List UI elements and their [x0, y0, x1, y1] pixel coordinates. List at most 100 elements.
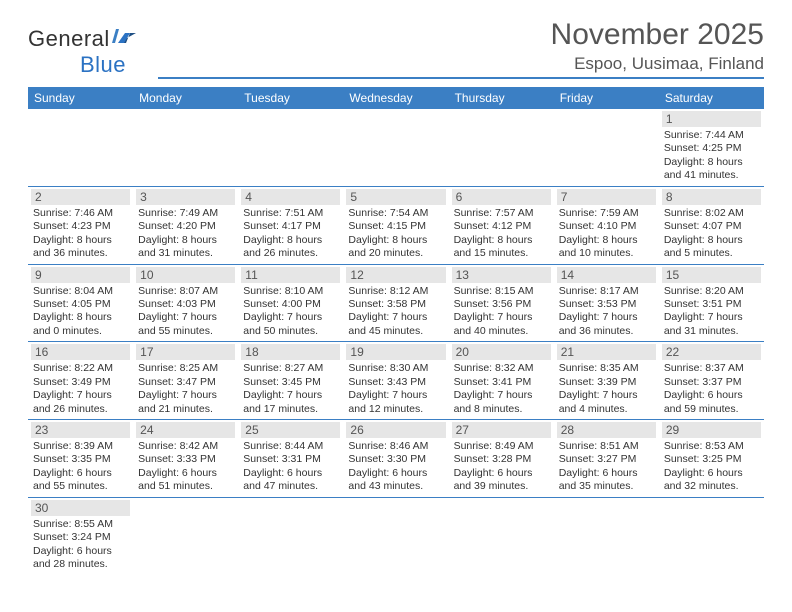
logo-text: General Blue	[28, 24, 138, 78]
day-info: Sunrise: 8:25 AMSunset: 3:47 PMDaylight:…	[136, 362, 235, 416]
day-info: Sunrise: 8:22 AMSunset: 3:49 PMDaylight:…	[31, 362, 130, 416]
calendar-cell: 17 Sunrise: 8:25 AMSunset: 3:47 PMDayligh…	[133, 342, 238, 420]
day-number: 28	[557, 422, 656, 438]
day-info: Sunrise: 8:46 AMSunset: 3:30 PMDaylight:…	[346, 440, 445, 494]
calendar-cell	[554, 497, 659, 574]
day-number: 5	[346, 189, 445, 205]
day-number: 17	[136, 344, 235, 360]
day-info: Sunrise: 7:57 AMSunset: 4:12 PMDaylight:…	[452, 207, 551, 261]
day-info: Sunrise: 7:49 AMSunset: 4:20 PMDaylight:…	[136, 207, 235, 261]
calendar-body: 1Sunrise: 7:44 AMSunset: 4:25 PMDaylight…	[28, 109, 764, 575]
day-number: 9	[31, 267, 130, 283]
day-info: Sunrise: 7:59 AMSunset: 4:10 PMDaylight:…	[557, 207, 656, 261]
day-info: Sunrise: 8:37 AMSunset: 3:37 PMDaylight:…	[662, 362, 761, 416]
calendar-cell	[343, 497, 448, 574]
calendar-cell	[28, 109, 133, 186]
calendar-cell	[133, 497, 238, 574]
day-number: 1	[662, 111, 761, 127]
day-number: 25	[241, 422, 340, 438]
calendar-cell: 13 Sunrise: 8:15 AMSunset: 3:56 PMDayligh…	[449, 264, 554, 342]
day-info: Sunrise: 8:42 AMSunset: 3:33 PMDaylight:…	[136, 440, 235, 494]
day-info: Sunrise: 8:30 AMSunset: 3:43 PMDaylight:…	[346, 362, 445, 416]
calendar-row: 16 Sunrise: 8:22 AMSunset: 3:49 PMDayligh…	[28, 342, 764, 420]
flag-icon	[112, 24, 138, 50]
calendar-cell: 15Sunrise: 8:20 AMSunset: 3:51 PMDayligh…	[659, 264, 764, 342]
day-number: 19	[346, 344, 445, 360]
day-number: 6	[452, 189, 551, 205]
calendar-cell: 7 Sunrise: 7:59 AMSunset: 4:10 PMDaylight…	[554, 186, 659, 264]
location-text: Espoo, Uusimaa, Finland	[574, 54, 764, 73]
weekday-header: Thursday	[449, 87, 554, 109]
day-info: Sunrise: 8:27 AMSunset: 3:45 PMDaylight:…	[241, 362, 340, 416]
calendar-cell: 21Sunrise: 8:35 AMSunset: 3:39 PMDayligh…	[554, 342, 659, 420]
calendar-cell: 25Sunrise: 8:44 AMSunset: 3:31 PMDayligh…	[238, 420, 343, 498]
calendar-cell: 9 Sunrise: 8:04 AMSunset: 4:05 PMDaylight…	[28, 264, 133, 342]
calendar-cell	[449, 497, 554, 574]
calendar-row: 1Sunrise: 7:44 AMSunset: 4:25 PMDaylight…	[28, 109, 764, 186]
day-info: Sunrise: 8:12 AMSunset: 3:58 PMDaylight:…	[346, 285, 445, 339]
calendar-table: SundayMondayTuesdayWednesdayThursdayFrid…	[28, 87, 764, 575]
day-info: Sunrise: 8:07 AMSunset: 4:03 PMDaylight:…	[136, 285, 235, 339]
day-info: Sunrise: 8:04 AMSunset: 4:05 PMDaylight:…	[31, 285, 130, 339]
day-info: Sunrise: 8:10 AMSunset: 4:00 PMDaylight:…	[241, 285, 340, 339]
day-info: Sunrise: 8:20 AMSunset: 3:51 PMDaylight:…	[662, 285, 761, 339]
day-info: Sunrise: 8:32 AMSunset: 3:41 PMDaylight:…	[452, 362, 551, 416]
calendar-row: 30 Sunrise: 8:55 AMSunset: 3:24 PMDayligh…	[28, 497, 764, 574]
calendar-cell: 29Sunrise: 8:53 AMSunset: 3:25 PMDayligh…	[659, 420, 764, 498]
calendar-cell: 24 Sunrise: 8:42 AMSunset: 3:33 PMDayligh…	[133, 420, 238, 498]
calendar-cell: 18 Sunrise: 8:27 AMSunset: 3:45 PMDayligh…	[238, 342, 343, 420]
calendar-cell: 12 Sunrise: 8:12 AMSunset: 3:58 PMDayligh…	[343, 264, 448, 342]
day-number: 29	[662, 422, 761, 438]
calendar-header: SundayMondayTuesdayWednesdayThursdayFrid…	[28, 87, 764, 109]
day-number: 24	[136, 422, 235, 438]
day-number: 23	[31, 422, 130, 438]
calendar-cell: 23 Sunrise: 8:39 AMSunset: 3:35 PMDayligh…	[28, 420, 133, 498]
calendar-cell: 16 Sunrise: 8:22 AMSunset: 3:49 PMDayligh…	[28, 342, 133, 420]
logo-word2: Blue	[80, 52, 126, 77]
day-info: Sunrise: 7:54 AMSunset: 4:15 PMDaylight:…	[346, 207, 445, 261]
calendar-cell: 8Sunrise: 8:02 AMSunset: 4:07 PMDaylight…	[659, 186, 764, 264]
day-info: Sunrise: 8:55 AMSunset: 3:24 PMDaylight:…	[31, 518, 130, 572]
calendar-cell	[133, 109, 238, 186]
calendar-cell	[238, 497, 343, 574]
day-number: 12	[346, 267, 445, 283]
calendar-cell	[659, 497, 764, 574]
day-info: Sunrise: 7:46 AMSunset: 4:23 PMDaylight:…	[31, 207, 130, 261]
calendar-cell: 30 Sunrise: 8:55 AMSunset: 3:24 PMDayligh…	[28, 497, 133, 574]
calendar-row: 9 Sunrise: 8:04 AMSunset: 4:05 PMDaylight…	[28, 264, 764, 342]
calendar-cell: 26 Sunrise: 8:46 AMSunset: 3:30 PMDayligh…	[343, 420, 448, 498]
calendar-cell: 6 Sunrise: 7:57 AMSunset: 4:12 PMDaylight…	[449, 186, 554, 264]
day-number: 16	[31, 344, 130, 360]
day-number: 20	[452, 344, 551, 360]
day-info: Sunrise: 8:17 AMSunset: 3:53 PMDaylight:…	[557, 285, 656, 339]
calendar-cell: 1Sunrise: 7:44 AMSunset: 4:25 PMDaylight…	[659, 109, 764, 186]
calendar-cell: 20 Sunrise: 8:32 AMSunset: 3:41 PMDayligh…	[449, 342, 554, 420]
page-title: November 2025	[158, 18, 764, 52]
calendar-cell: 27Sunrise: 8:49 AMSunset: 3:28 PMDayligh…	[449, 420, 554, 498]
day-number: 10	[136, 267, 235, 283]
weekday-header: Sunday	[28, 87, 133, 109]
day-info: Sunrise: 7:51 AMSunset: 4:17 PMDaylight:…	[241, 207, 340, 261]
weekday-header: Monday	[133, 87, 238, 109]
day-number: 11	[241, 267, 340, 283]
day-number: 26	[346, 422, 445, 438]
day-info: Sunrise: 8:02 AMSunset: 4:07 PMDaylight:…	[662, 207, 761, 261]
weekday-header: Saturday	[659, 87, 764, 109]
calendar-cell: 14Sunrise: 8:17 AMSunset: 3:53 PMDayligh…	[554, 264, 659, 342]
calendar-row: 23 Sunrise: 8:39 AMSunset: 3:35 PMDayligh…	[28, 420, 764, 498]
calendar-cell: 2Sunrise: 7:46 AMSunset: 4:23 PMDaylight…	[28, 186, 133, 264]
day-number: 30	[31, 500, 130, 516]
day-number: 3	[136, 189, 235, 205]
day-number: 18	[241, 344, 340, 360]
day-number: 13	[452, 267, 551, 283]
calendar-cell: 3 Sunrise: 7:49 AMSunset: 4:20 PMDaylight…	[133, 186, 238, 264]
calendar-row: 2Sunrise: 7:46 AMSunset: 4:23 PMDaylight…	[28, 186, 764, 264]
calendar-cell	[343, 109, 448, 186]
calendar-cell: 28Sunrise: 8:51 AMSunset: 3:27 PMDayligh…	[554, 420, 659, 498]
logo-word1: General	[28, 26, 110, 51]
day-info: Sunrise: 8:15 AMSunset: 3:56 PMDaylight:…	[452, 285, 551, 339]
day-info: Sunrise: 8:39 AMSunset: 3:35 PMDaylight:…	[31, 440, 130, 494]
header-bar: General Blue November 2025 Espoo, Uusima…	[28, 18, 764, 79]
calendar-cell: 22Sunrise: 8:37 AMSunset: 3:37 PMDayligh…	[659, 342, 764, 420]
day-number: 7	[557, 189, 656, 205]
